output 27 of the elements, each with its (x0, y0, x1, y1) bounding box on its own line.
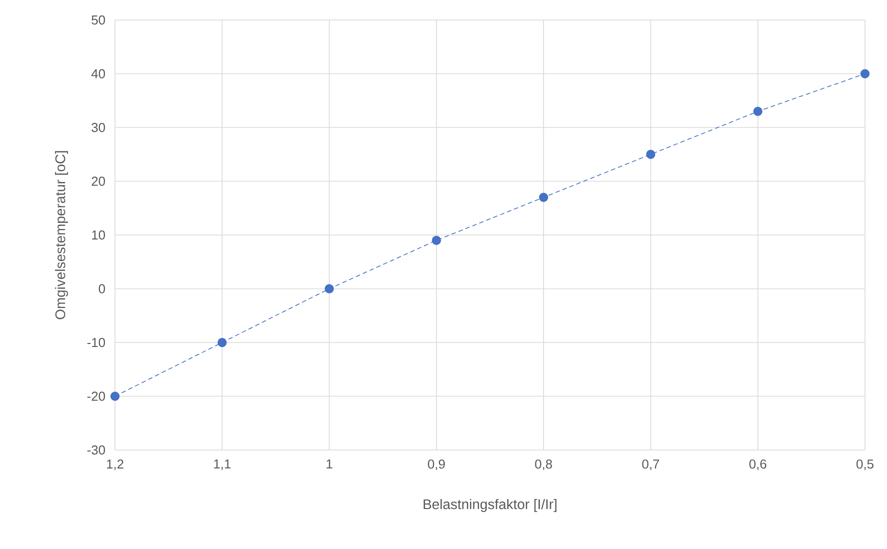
point (538, 192, 548, 202)
x-tick-label: 0,8 (535, 459, 552, 470)
x-tick-label: 0,5 (856, 459, 874, 470)
y-tick-label: 0 (98, 284, 105, 294)
y-tick-label: -20 (87, 392, 105, 401)
y-tick-label: 20 (92, 176, 105, 186)
x-tick-label: 1 (326, 459, 332, 468)
y-tick-label: 30 (92, 122, 105, 132)
point (860, 69, 870, 78)
point (646, 150, 656, 159)
point (432, 236, 442, 245)
x-tick-label: 1,1 (214, 459, 231, 470)
point (753, 106, 762, 116)
y-tick-label: -30 (87, 445, 105, 455)
y-tick-label: 40 (91, 69, 105, 78)
point (218, 338, 227, 348)
x-tick-label: 0,6 (749, 459, 766, 470)
x-tick-label: 0,9 (428, 459, 445, 470)
y-tick-label: -10 (87, 338, 105, 348)
y-tick-label: 10 (92, 230, 105, 240)
y-tick-label: 50 (92, 15, 105, 25)
x-tick-label: 1,2 (106, 459, 124, 470)
x-axis-title: Belastningsfaktor [I/Ir] (424, 498, 556, 512)
y-axis-title: Omgivelsestemperatur [oC] (54, 151, 68, 320)
x-tick-label: 0,7 (642, 459, 660, 470)
point (110, 392, 120, 401)
point (324, 284, 334, 294)
